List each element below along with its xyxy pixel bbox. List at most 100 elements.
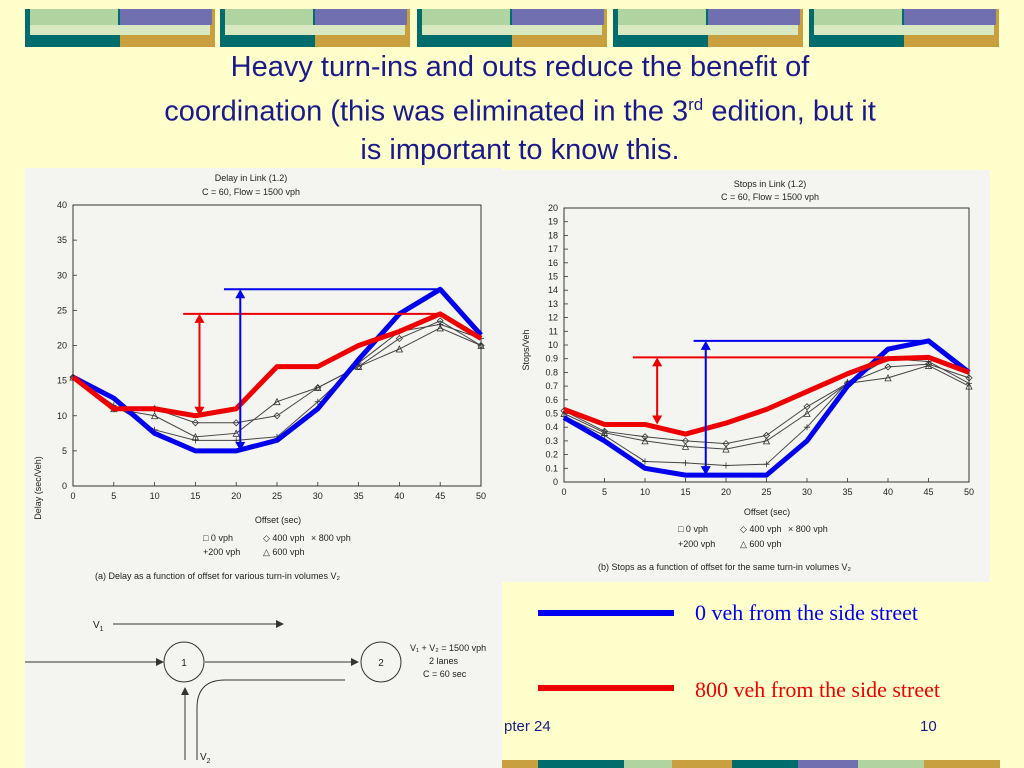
blue-difference-arrow-head-top bbox=[235, 289, 246, 299]
x-tick-label: 25 bbox=[761, 487, 771, 497]
series-line-0-vph-highlight bbox=[71, 286, 483, 454]
series-point-600 vph bbox=[273, 397, 281, 406]
series-point-400 vph bbox=[641, 433, 649, 441]
y-tick-label: 14 bbox=[548, 285, 558, 295]
series-point-+200 vph bbox=[723, 462, 729, 469]
y-tick-label: 10 bbox=[57, 411, 67, 421]
x-tick-label: 20 bbox=[231, 491, 241, 501]
series-point-400 vph bbox=[884, 363, 892, 371]
node-2-label: 2 bbox=[378, 658, 384, 669]
y-tick-label: 25 bbox=[57, 305, 67, 315]
diagram-note-1: V₁ + V₂ = 1500 vph bbox=[410, 643, 486, 653]
x-tick-label: 10 bbox=[150, 491, 160, 501]
x-tick-label: 10 bbox=[640, 487, 650, 497]
chart-b-xlabel: Offset (sec) bbox=[744, 507, 790, 517]
chart-b-caption: (b) Stops as a function of offset for th… bbox=[598, 562, 851, 572]
series-point-600 vph bbox=[965, 382, 973, 390]
series-point-+200 vph bbox=[763, 461, 770, 468]
series-point-600 vph bbox=[395, 345, 404, 353]
y-tick-label: 0.8 bbox=[545, 367, 558, 377]
series-point-600 vph bbox=[681, 442, 690, 450]
network-diagram: V1 1 2 V2 V₁ + V₂ = 1500 vph 2 lanes C =… bbox=[25, 620, 486, 765]
title-line-2a: coordination (this was eliminated in the… bbox=[164, 95, 689, 128]
series-point-600 vph bbox=[722, 445, 730, 453]
y-tick-label: 19 bbox=[548, 217, 558, 227]
series-line-0-vph-highlight bbox=[562, 338, 971, 478]
chart-b-legend-3: +200 vph bbox=[678, 539, 715, 549]
title-superscript: rd bbox=[688, 95, 704, 114]
page-number: 10 bbox=[920, 718, 937, 735]
chart-a-legend-4: △ 600 vph bbox=[263, 547, 304, 557]
chart-b-legend-4: △ 600 vph bbox=[740, 539, 781, 549]
chart-a-title: Delay in Link (1.2) bbox=[215, 173, 288, 183]
scan-left bbox=[25, 168, 502, 768]
chart-b-legend-0: □ 0 vph bbox=[678, 524, 708, 534]
x-tick-label: 50 bbox=[476, 491, 486, 501]
series-line-600 vph bbox=[72, 327, 482, 438]
y-tick-label: 0.1 bbox=[545, 463, 558, 473]
y-tick-label: 30 bbox=[57, 270, 67, 280]
chart-a-legend-2: × 800 vph bbox=[311, 533, 351, 543]
series-line-+200 vph bbox=[72, 323, 482, 441]
scan-right bbox=[502, 170, 990, 582]
x-tick-label: 30 bbox=[313, 491, 323, 501]
chart-a-legend-3: +200 vph bbox=[203, 547, 240, 557]
series-point-600 vph bbox=[924, 361, 933, 369]
footer-chapter: pter 24 bbox=[504, 718, 551, 735]
series-point-600 vph bbox=[150, 411, 159, 420]
y-tick-label: 0 bbox=[62, 481, 67, 491]
series-point-600 vph bbox=[191, 432, 200, 441]
series-point-600 vph bbox=[803, 409, 811, 417]
slide-title: Heavy turn-ins and outs reduce the benef… bbox=[60, 48, 980, 169]
y-tick-label: 40 bbox=[57, 200, 67, 210]
node-2 bbox=[360, 641, 402, 683]
series-point-600 vph bbox=[436, 324, 444, 332]
x-tick-label: 15 bbox=[190, 491, 200, 501]
y-tick-label: 12 bbox=[548, 313, 558, 323]
y-tick-label: 13 bbox=[548, 299, 558, 309]
blue-difference-arrow-head-top bbox=[700, 340, 711, 350]
series-point-600 vph bbox=[600, 428, 609, 437]
chart-b-ylabel: Stops/Veh bbox=[521, 329, 531, 370]
chart-a-ylabel: Delay (sec/Veh) bbox=[33, 456, 43, 520]
title-line-3: is important to know this. bbox=[360, 133, 680, 166]
blue-difference-arrow-head-bottom bbox=[235, 441, 246, 451]
turn-in-curve bbox=[196, 679, 345, 760]
series-point-+200 vph bbox=[192, 437, 199, 444]
red-difference-arrow-head-bottom bbox=[194, 406, 205, 416]
red-difference-arrow-head-top bbox=[652, 357, 663, 367]
series-point-+200 vph bbox=[642, 458, 648, 465]
chart-a-subtitle: C = 60, Flow = 1500 vph bbox=[202, 187, 300, 197]
y-tick-label: 0.9 bbox=[545, 354, 558, 364]
x-tick-label: 20 bbox=[721, 487, 731, 497]
legend-red-label: 800 veh from the side street bbox=[695, 677, 940, 702]
series-point-+200 vph bbox=[682, 459, 689, 466]
series-point-400 vph bbox=[395, 334, 403, 343]
series-line-800-vph-highlight bbox=[563, 354, 970, 437]
diagram-note-3: C = 60 sec bbox=[423, 669, 467, 679]
chart-b-subtitle: C = 60, Flow = 1500 vph bbox=[721, 192, 819, 202]
y-tick-label: 20 bbox=[548, 203, 558, 213]
series-point-600 vph bbox=[884, 373, 892, 382]
x-tick-label: 40 bbox=[394, 491, 404, 501]
y-tick-label: 17 bbox=[548, 244, 558, 254]
red-difference-arrow-head-bottom bbox=[652, 415, 663, 425]
chart-a-caption: (a) Delay as a function of offset for va… bbox=[95, 571, 340, 581]
y-tick-label: 15 bbox=[548, 272, 558, 282]
y-tick-label: 0.2 bbox=[545, 450, 558, 460]
v1-label: V1 bbox=[93, 620, 104, 633]
series-line-400 vph bbox=[563, 363, 970, 445]
x-tick-label: 50 bbox=[964, 487, 974, 497]
chart-a-xlabel: Offset (sec) bbox=[255, 515, 301, 525]
y-tick-label: 0.7 bbox=[545, 381, 558, 391]
plot-frame bbox=[72, 204, 482, 487]
red-difference-arrow-head-top bbox=[194, 313, 205, 323]
legend-blue-swatch bbox=[538, 610, 674, 616]
v2-label: V2 bbox=[200, 752, 211, 765]
series-line-600 vph bbox=[563, 365, 970, 450]
series-point-600 vph bbox=[354, 362, 363, 370]
series-point-600 vph bbox=[641, 437, 649, 445]
x-tick-label: 45 bbox=[923, 487, 933, 497]
series-point-400 vph bbox=[924, 360, 933, 368]
series-point-400 vph bbox=[273, 412, 281, 420]
